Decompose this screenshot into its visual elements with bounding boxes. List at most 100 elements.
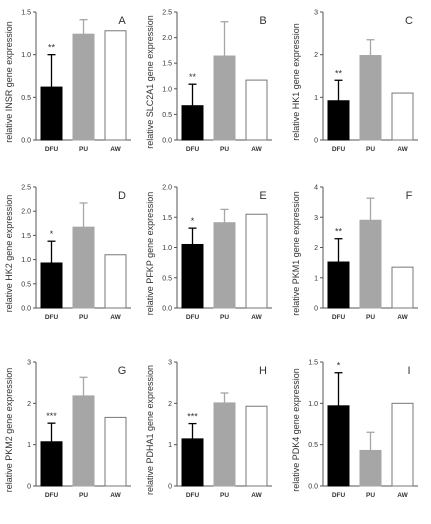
y-tick-label: 1.0 <box>308 401 318 408</box>
y-tick-label: 2 <box>27 401 31 408</box>
y-tick-label: 2 <box>314 52 318 59</box>
panel-letter: H <box>259 365 267 377</box>
y-tick-label: 1.5 <box>21 10 31 17</box>
bar-dfu <box>181 438 204 487</box>
chart-panel-f: 0 1 2 3 4 relative PKM1 gene expression F ** DFU… <box>291 185 418 321</box>
significance-marker: *** <box>187 412 198 422</box>
x-category-label: PU <box>220 314 229 321</box>
chart-panel-e: 0.0 0.5 1.0 1.5 2.0 relative PFKP gene expres… <box>145 185 272 321</box>
bar-pu <box>359 219 382 309</box>
y-tick-label: 1 <box>314 95 318 102</box>
significance-marker: * <box>191 216 195 226</box>
bar-dfu <box>181 105 204 141</box>
y-tick-label: 2 <box>168 401 172 408</box>
bar-aw <box>391 92 414 141</box>
x-category-label: DFU <box>332 492 346 499</box>
bar-aw <box>391 402 414 487</box>
panel-letter: A <box>118 15 126 27</box>
y-tick-label: 0.5 <box>162 112 172 119</box>
y-tick-label: 0 <box>27 484 31 491</box>
x-category-label: AW <box>397 492 408 499</box>
x-category-label: DFU <box>332 146 346 153</box>
y-axis-label: relative INSR gene expression <box>4 21 14 143</box>
x-category-label: AW <box>110 492 121 499</box>
bar-aw <box>245 79 268 141</box>
y-tick-label: 2.0 <box>162 185 172 192</box>
y-tick-label: 0 <box>168 484 172 491</box>
y-axis-label: relative PKM1 gene expression <box>291 191 301 316</box>
significance-marker: ** <box>189 72 197 82</box>
x-category-label: DFU <box>45 146 59 153</box>
bar-dfu <box>327 405 350 487</box>
y-tick-label: 1.5 <box>21 233 31 240</box>
panel-letter: B <box>259 15 266 27</box>
x-category-label: AW <box>110 314 121 321</box>
y-tick-label: 2 <box>314 245 318 252</box>
x-category-label: PU <box>220 146 229 153</box>
significance-marker: ** <box>48 43 56 53</box>
x-category-label: DFU <box>45 492 59 499</box>
bar-dfu <box>40 262 63 309</box>
y-tick-label: 0 <box>314 306 318 313</box>
bar-aw <box>104 30 127 141</box>
y-axis-label: relative HK2 gene expression <box>4 195 14 313</box>
bar-aw <box>245 213 268 309</box>
y-tick-label: 0 <box>314 138 318 145</box>
x-category-label: AW <box>397 146 408 153</box>
panel-letter: C <box>405 15 413 27</box>
x-category-label: AW <box>251 314 262 321</box>
x-category-label: DFU <box>186 492 200 499</box>
x-category-label: PU <box>366 492 375 499</box>
significance-marker: ** <box>335 227 343 237</box>
y-tick-label: 1.5 <box>162 215 172 222</box>
y-axis-label: relative SLC2A1 gene expression <box>145 15 155 149</box>
y-tick-label: 4 <box>314 185 318 192</box>
chart-panel-b: 0.0 0.5 1.0 1.5 2.0 2.5 relative SLC2A1 gene e… <box>145 10 272 153</box>
y-tick-label: 0.5 <box>21 281 31 288</box>
x-category-label: DFU <box>186 314 200 321</box>
chart-panel-a: 0.0 0.5 1.0 1.5 relative INSR gene expressio… <box>4 10 131 153</box>
x-category-label: DFU <box>332 314 346 321</box>
bar-dfu <box>40 86 63 141</box>
chart-panel-i: 0.0 0.5 1.0 1.5 relative PDK4 gene expressio… <box>291 360 418 499</box>
y-tick-label: 0.0 <box>162 306 172 313</box>
x-category-label: AW <box>110 146 121 153</box>
y-tick-label: 2.5 <box>21 185 31 192</box>
significance-marker: ** <box>335 68 343 78</box>
y-tick-label: 2.0 <box>21 209 31 216</box>
y-tick-label: 1.0 <box>21 52 31 59</box>
bar-dfu <box>40 441 63 487</box>
panel-letter: F <box>406 190 413 202</box>
significance-marker: *** <box>46 411 57 421</box>
y-tick-label: 0.0 <box>21 138 31 145</box>
chart-panel-g: 0 1 2 3 relative PKM2 gene expression G *** DFU… <box>4 360 131 499</box>
y-tick-label: 1.0 <box>162 86 172 93</box>
y-axis-label: relative HK1 gene expression <box>291 23 301 141</box>
bar-aw <box>104 416 127 487</box>
panel-letter: E <box>259 190 266 202</box>
x-category-label: DFU <box>45 314 59 321</box>
chart-panel-c: 0 1 2 3 relative HK1 gene expression C ** DFU PU… <box>291 10 418 153</box>
bar-aw <box>245 405 268 487</box>
chart-panel-d: 0.0 0.5 1.0 1.5 2.0 2.5 relative HK2 gene expr… <box>4 185 131 321</box>
y-tick-label: 1.0 <box>21 257 31 264</box>
y-tick-label: 0.5 <box>308 442 318 449</box>
y-tick-label: 0.0 <box>21 306 31 313</box>
y-axis-label: relative PDHA1 gene expression <box>145 365 155 495</box>
y-tick-label: 3 <box>27 360 31 367</box>
y-tick-label: 0.5 <box>21 95 31 102</box>
bar-pu <box>72 226 95 309</box>
y-axis-label: relative PFKP gene expression <box>145 192 155 315</box>
bar-dfu <box>327 261 350 309</box>
bar-aw <box>104 254 127 309</box>
chart-panel-h: 0 1 2 3 relative PDHA1 gene expression H *** DF… <box>145 360 272 499</box>
bar-pu <box>72 33 95 141</box>
bar-dfu <box>181 243 204 309</box>
y-tick-label: 1.5 <box>162 61 172 68</box>
bar-aw <box>391 266 414 309</box>
y-axis-label: relative PKM2 gene expression <box>4 368 14 493</box>
y-tick-label: 1.5 <box>308 360 318 367</box>
x-category-label: AW <box>251 146 262 153</box>
significance-marker: * <box>50 229 54 239</box>
y-tick-label: 3 <box>314 10 318 17</box>
